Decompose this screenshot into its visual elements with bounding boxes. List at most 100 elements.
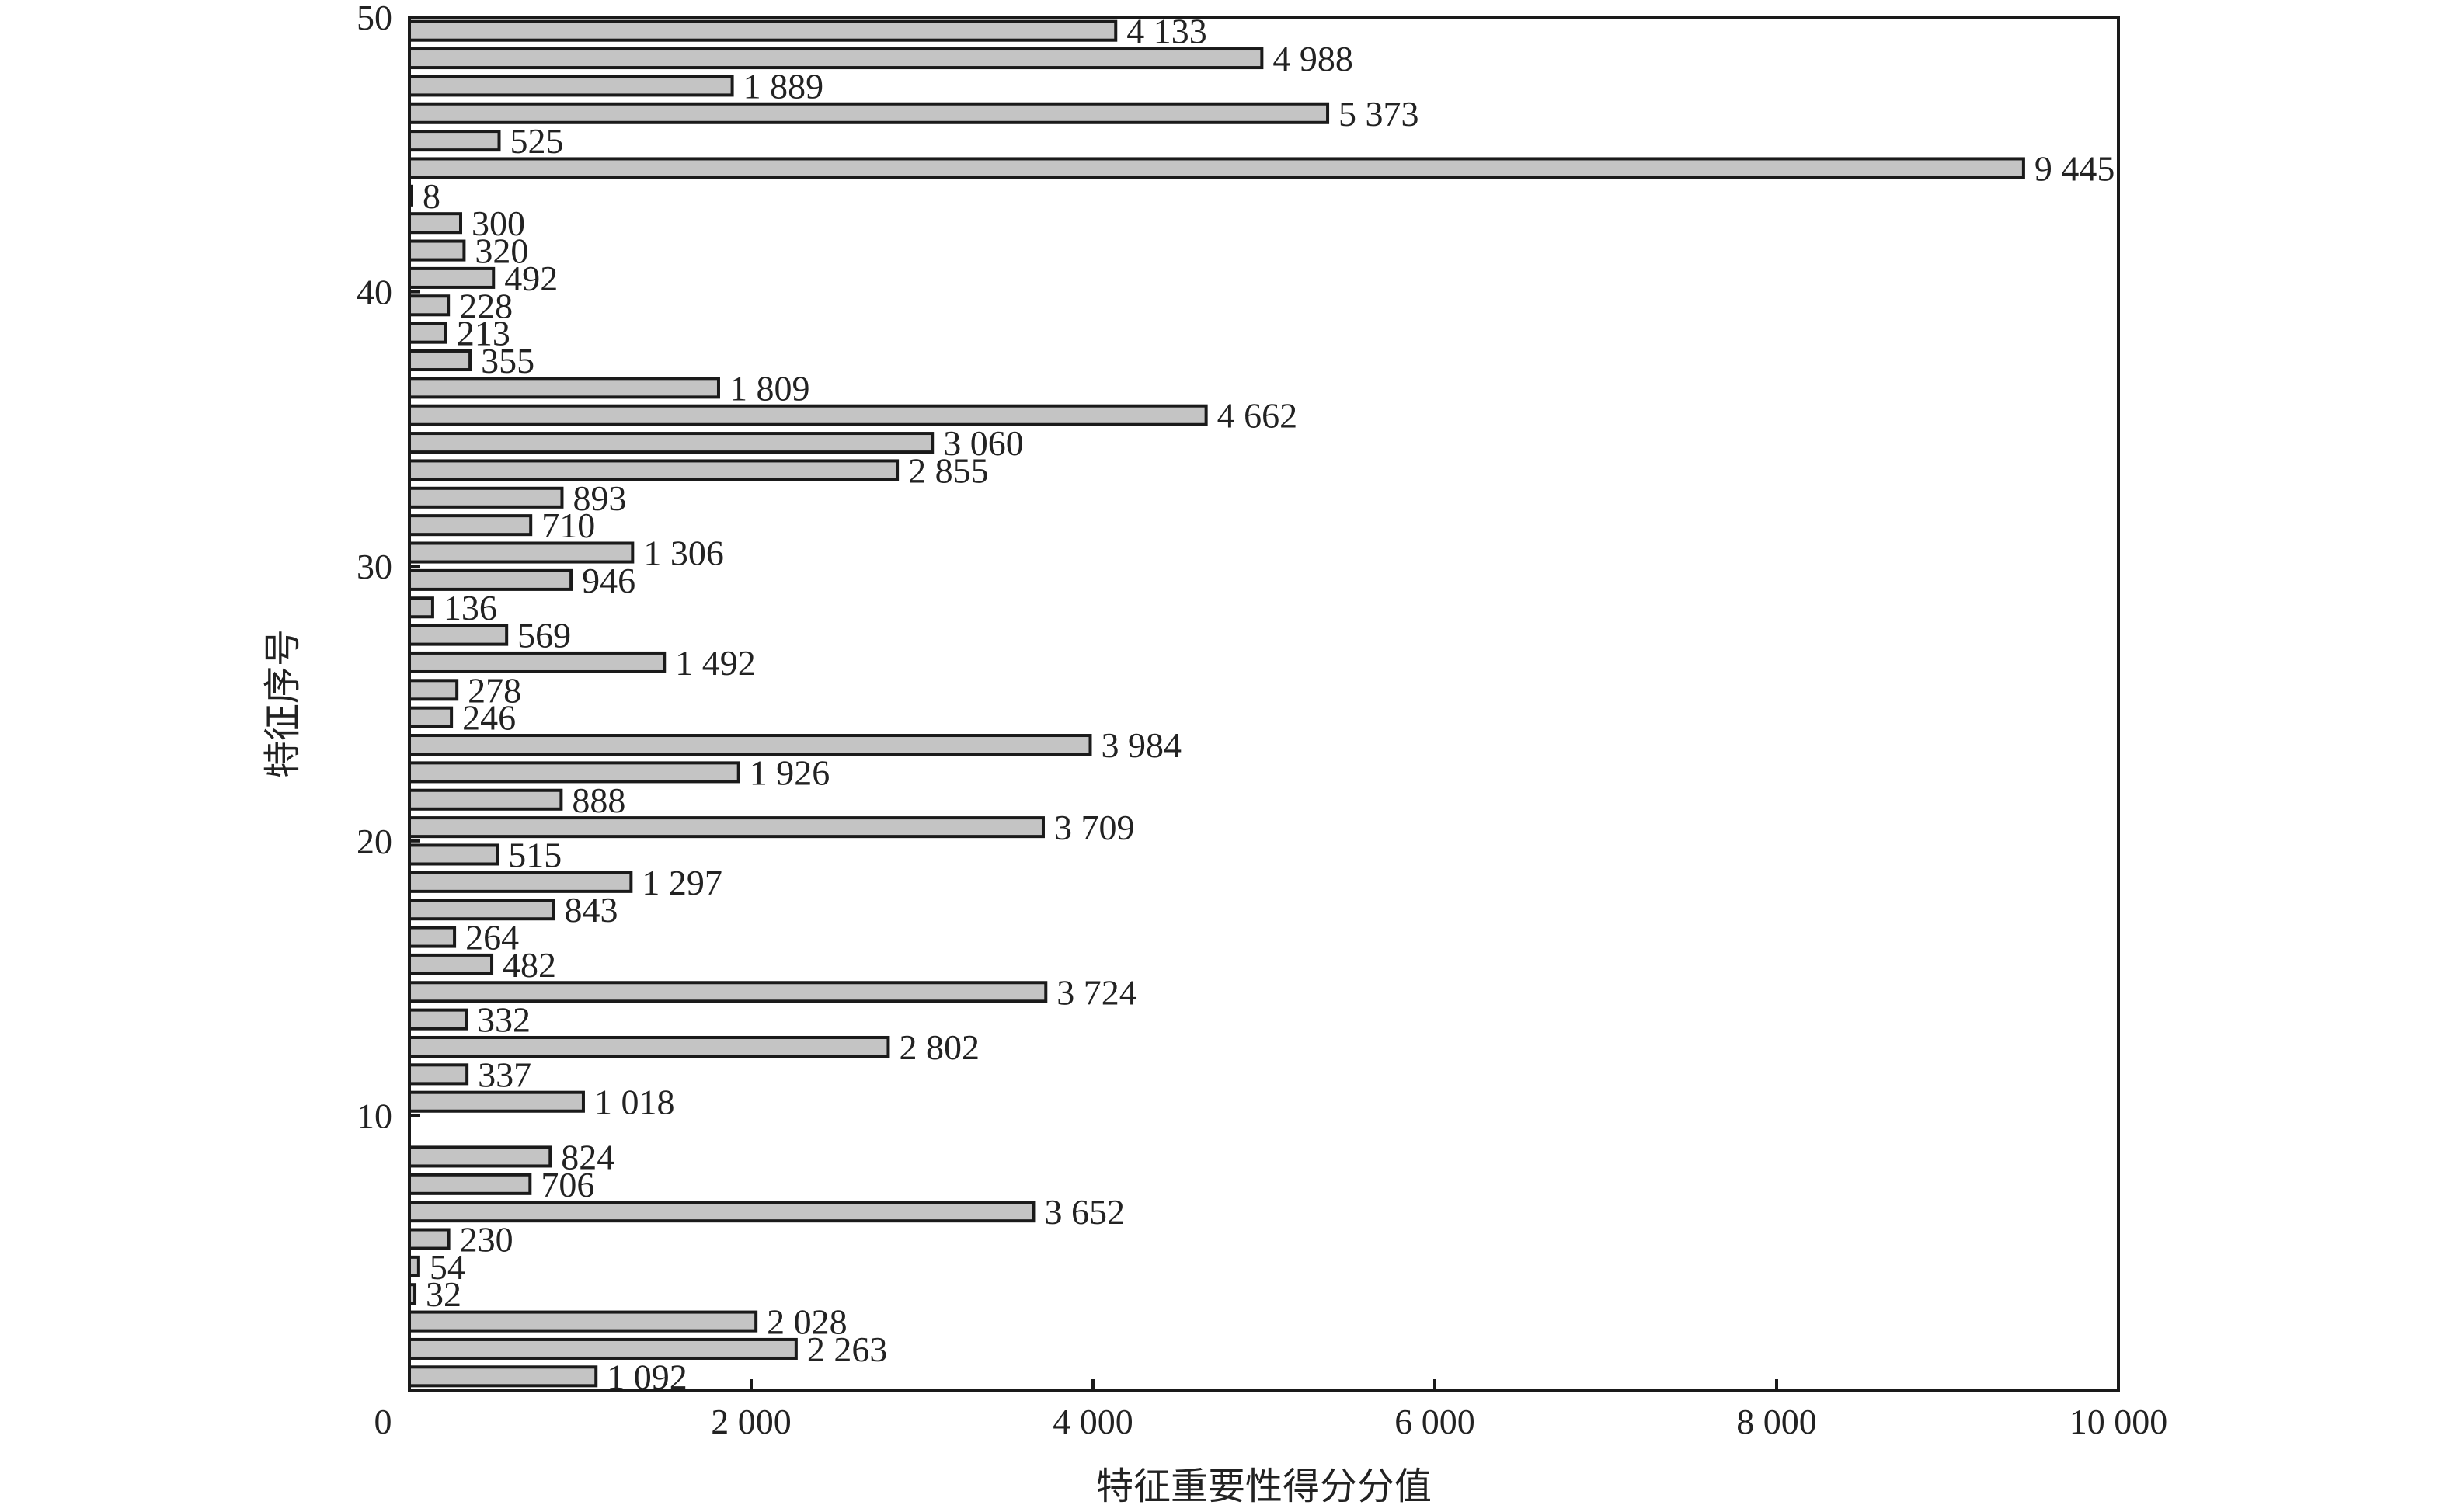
bar (408, 706, 454, 728)
bar (408, 404, 1208, 426)
bar-value-label: 2 028 (767, 1302, 847, 1342)
bar (408, 1090, 585, 1113)
bar (408, 1145, 552, 1168)
bar (408, 981, 1048, 1003)
bar-value-label: 32 (426, 1274, 461, 1314)
bar-value-label: 278 (468, 670, 521, 710)
x-tick-label: 2 000 (711, 1402, 792, 1441)
x-tick-label: 4 000 (1053, 1402, 1133, 1441)
bar-value-label: 2 855 (908, 450, 989, 490)
bar-value-label: 482 (503, 945, 556, 985)
bar-value-label: 355 (481, 341, 534, 381)
bar (408, 514, 533, 537)
bar (408, 926, 457, 948)
x-axis: 0 2 000 4 000 6 000 8 000 10 000 (374, 1379, 2168, 1441)
bar (408, 1008, 468, 1031)
x-tick-label: 0 (374, 1402, 392, 1441)
bar-value-label: 3 060 (943, 423, 1024, 463)
bar-value-label: 5 373 (1338, 94, 1419, 134)
y-tick-label: 30 (357, 547, 392, 586)
bar (408, 651, 667, 673)
bar-value-label: 3 709 (1054, 808, 1135, 847)
bar (408, 294, 451, 317)
bar-value-label: 300 (472, 203, 525, 243)
bar (408, 1310, 758, 1333)
bar (408, 1283, 417, 1305)
bar (408, 899, 555, 921)
bar-value-label: 332 (477, 1000, 531, 1040)
bar (408, 788, 563, 811)
bar-value-label: 1 889 (743, 66, 824, 106)
bar-value-label: 1 018 (594, 1083, 675, 1122)
bar (408, 541, 635, 564)
bar-value-label: 320 (475, 231, 528, 271)
bar-value-label: 3 652 (1044, 1192, 1125, 1232)
bar (408, 1255, 420, 1277)
bar (408, 953, 494, 975)
bar (408, 47, 1264, 70)
bar (408, 871, 633, 893)
bar (408, 1365, 598, 1388)
plot-frame (408, 16, 2120, 1392)
bar-value-label: 710 (541, 506, 595, 545)
x-axis-title: 特征重要性得分分值 (1096, 1466, 1432, 1507)
bar-value-label: 228 (459, 286, 513, 325)
y-tick-label: 40 (357, 273, 392, 312)
x-tick-label: 10 000 (2069, 1402, 2168, 1441)
bar-value-label: 1 092 (607, 1357, 687, 1396)
bar (408, 624, 509, 646)
bar-value-label: 569 (517, 616, 571, 655)
bar (408, 157, 2025, 179)
bar-value-label: 246 (462, 698, 516, 738)
x-tick-label: 8 000 (1736, 1402, 1817, 1441)
bar-value-label: 213 (457, 314, 510, 353)
y-tick-label: 20 (357, 822, 392, 861)
bar (408, 734, 1092, 756)
bar (408, 1337, 798, 1360)
y-axis: 10 20 30 40 50 (357, 0, 420, 1135)
y-axis-title: 特征序号 (263, 629, 304, 778)
bar (408, 349, 472, 372)
bar-value-label: 3 724 (1056, 972, 1137, 1012)
bar-value-label: 4 662 (1217, 396, 1298, 436)
bar (408, 130, 501, 152)
bar-value-label: 3 984 (1101, 725, 1182, 765)
bar (408, 568, 573, 591)
bar-value-label: 2 802 (899, 1027, 980, 1067)
bar (408, 459, 900, 481)
bar-value-label: 8 (423, 176, 440, 216)
bar (408, 102, 1330, 124)
bar-value-label: 2 263 (807, 1330, 888, 1369)
bar (408, 75, 734, 97)
bar-value-label: 492 (504, 259, 558, 298)
y-tick-label: 10 (357, 1096, 392, 1135)
bar (408, 843, 499, 866)
bar (408, 1035, 890, 1058)
bar-value-label: 4 988 (1272, 39, 1353, 78)
bar (408, 1201, 1036, 1223)
bar-value-label: 337 (478, 1055, 531, 1094)
bar-value-label: 893 (573, 478, 626, 518)
bar (408, 239, 466, 262)
bar-value-label: 230 (460, 1220, 513, 1260)
bar (408, 816, 1045, 839)
bar (408, 432, 935, 454)
bar-value-label: 9 445 (2035, 148, 2115, 188)
y-tick-label: 50 (357, 0, 392, 37)
bar-value-label: 1 492 (675, 643, 756, 683)
bar-value-label: 54 (430, 1247, 465, 1287)
bar-value-label: 888 (572, 780, 625, 820)
bar-value-label: 946 (582, 561, 635, 600)
x-tick-label: 6 000 (1394, 1402, 1475, 1441)
bar (408, 212, 462, 235)
bar-value-label: 1 297 (642, 863, 722, 902)
bar (408, 1063, 469, 1086)
bar-value-label: 1 809 (729, 368, 810, 408)
bar (408, 266, 496, 289)
bar-value-label: 824 (561, 1137, 614, 1177)
bar (408, 761, 740, 784)
bar (408, 679, 459, 701)
bar (408, 377, 720, 399)
